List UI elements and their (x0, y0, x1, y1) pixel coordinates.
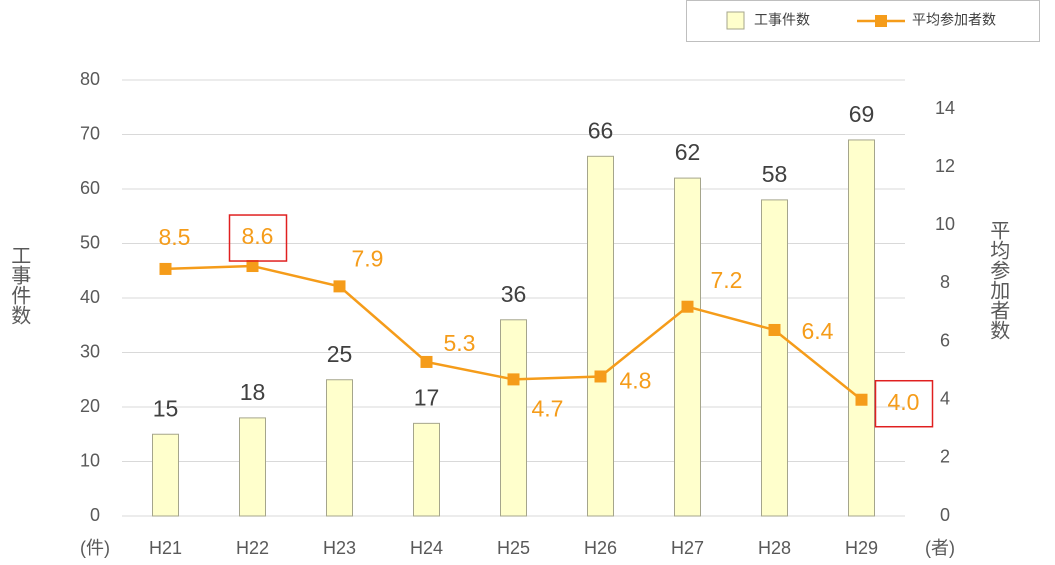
bar-value-label: 36 (501, 281, 527, 307)
line-marker (681, 300, 694, 313)
y2-axis-label: 平均参加者数 (987, 220, 1010, 340)
highlight-box (874, 379, 934, 428)
y2-tick-label: 14 (935, 98, 955, 118)
line-marker (246, 260, 259, 273)
line-value-label: 5.3 (444, 330, 476, 356)
y-unit: (件) (80, 538, 110, 558)
bar-value-label: 25 (327, 341, 353, 367)
line-value-label: 6.4 (802, 318, 834, 344)
y-tick-label: 50 (80, 232, 100, 252)
x-tick-label: H28 (758, 538, 791, 558)
bar (500, 319, 527, 517)
y-tick-label: 60 (80, 178, 100, 198)
bar (239, 417, 266, 517)
y2-tick-label: 6 (940, 330, 950, 350)
x-tick-label: H26 (584, 538, 617, 558)
x-tick-label: H27 (671, 538, 704, 558)
x-tick-label: H25 (497, 538, 530, 558)
line-marker (333, 280, 346, 293)
y-axis-label: 工事件数 (8, 245, 31, 325)
line-marker (855, 393, 868, 406)
y-tick-label: 10 (80, 450, 100, 470)
legend-swatch (875, 15, 887, 27)
bar (587, 155, 614, 517)
y2-tick-label: 0 (940, 505, 950, 525)
y2-tick-label: 4 (940, 388, 950, 408)
y2-tick-label: 2 (940, 447, 950, 467)
bar (413, 422, 440, 517)
bar-value-label: 18 (240, 379, 266, 405)
bar (761, 199, 788, 517)
line-value-label: 8.6 (242, 223, 274, 249)
y2-tick-label: 8 (940, 272, 950, 292)
y-tick-label: 70 (80, 123, 100, 143)
bar-value-label: 62 (675, 139, 701, 165)
y-tick-label: 20 (80, 396, 100, 416)
y2-tick-label: 10 (935, 214, 955, 234)
bar-value-label: 69 (849, 101, 875, 127)
y-tick-label: 30 (80, 341, 100, 361)
line-marker (507, 373, 520, 386)
bar-value-label: 17 (414, 384, 440, 410)
line-value-label: 4.7 (532, 395, 564, 421)
y-tick-label: 0 (90, 505, 100, 525)
line-marker (159, 262, 172, 275)
bar-value-label: 66 (588, 117, 614, 143)
legend-swatch (726, 11, 745, 30)
line-value-label: 8.5 (159, 224, 191, 250)
line-marker (768, 323, 781, 336)
line-marker (594, 370, 607, 383)
y-tick-label: 40 (80, 287, 100, 307)
line-value-label: 4.8 (620, 368, 652, 394)
y2-unit: (者) (925, 538, 955, 558)
bar (674, 177, 701, 517)
line-marker (420, 355, 433, 368)
y-tick-label: 80 (80, 69, 100, 89)
legend-label: 工事件数 (754, 12, 810, 28)
x-tick-label: H21 (149, 538, 182, 558)
bar-value-label: 58 (762, 161, 788, 187)
x-tick-label: H29 (845, 538, 878, 558)
line-value-label: 7.9 (352, 245, 384, 271)
bar (326, 379, 353, 517)
x-tick-label: H22 (236, 538, 269, 558)
line-value-label: 4.0 (888, 389, 920, 415)
legend-label: 平均参加者数 (912, 12, 996, 28)
bar-value-label: 15 (153, 395, 179, 421)
y2-tick-label: 12 (935, 156, 955, 176)
bar (848, 139, 875, 517)
highlight-box (228, 214, 288, 262)
line-value-label: 7.2 (711, 267, 743, 293)
x-tick-label: H24 (410, 538, 443, 558)
bar (152, 433, 179, 517)
x-tick-label: H23 (323, 538, 356, 558)
